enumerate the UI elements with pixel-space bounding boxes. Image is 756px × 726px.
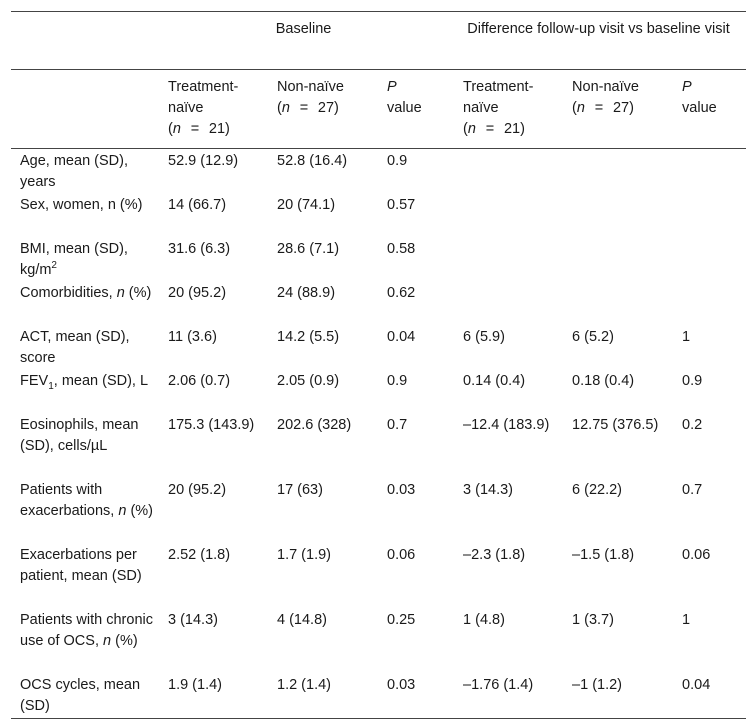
row-label: ACT, mean (SD), score [20,329,130,366]
row-label: OCS cycles, mean (SD) [11,673,156,719]
table-row: FEV1, mean (SD), L 2.06 (0.7) 2.05 (0.9)… [11,369,746,413]
table-row: Patients with chronic use of OCS, n (%) … [11,608,746,673]
table-row: Comorbidities, n (%) 20 (95.2) 24 (88.9)… [11,281,746,325]
row-label: Patients with exacerbations, n (%) [20,482,154,519]
row-label: Comorbidities, n (%) [20,285,152,301]
table-row: BMI, mean (SD), kg/m2 31.6 (6.3) 28.6 (7… [11,237,746,281]
table-row: Sex, women, n (%) 14 (66.7) 20 (74.1) 0.… [11,193,746,237]
row-label: FEV1, mean (SD), L [20,373,149,392]
row-label: BMI, mean (SD), kg/m2 [20,241,128,278]
table-row: Eosinophils, mean (SD), cells/µL 175.3 (… [11,413,746,478]
col-baseline-non-naive: Non-naïve (n = 27) [266,69,376,149]
table-row: Patients with exacerbations, n (%) 20 (9… [11,478,746,543]
row-label: Eosinophils, mean (SD), cells/µL [20,417,139,454]
row-label: Patients with chronic use of OCS, n (%) [20,612,153,649]
col-baseline-treatment-naive: Treatment-naïve (n = 21) [156,69,266,149]
col-difference-non-naive: Non-naïve (n = 27) [561,69,672,149]
table-row: Exacerbations per patient, mean (SD) 2.5… [11,543,746,608]
table-row: Age, mean (SD), years 52.9 (12.9) 52.8 (… [11,149,746,194]
group-difference: Difference follow-up visit vs baseline v… [451,11,747,70]
results-table: Baseline Difference follow-up visit vs b… [11,11,747,719]
table-row: ACT, mean (SD), score 11 (3.6) 14.2 (5.5… [11,325,746,369]
col-difference-treatment-naive: Treatment-naïve (n = 21) [451,69,562,149]
header-group-row: Baseline Difference follow-up visit vs b… [11,11,747,70]
group-baseline: Baseline [156,11,452,70]
row-label: Age, mean (SD), years [20,153,128,190]
row-label: Sex, women, n (%) [20,197,143,213]
row-label: Exacerbations per patient, mean (SD) [20,547,142,584]
table-row: OCS cycles, mean (SD) 1.9 (1.4) 1.2 (1.4… [11,673,747,719]
